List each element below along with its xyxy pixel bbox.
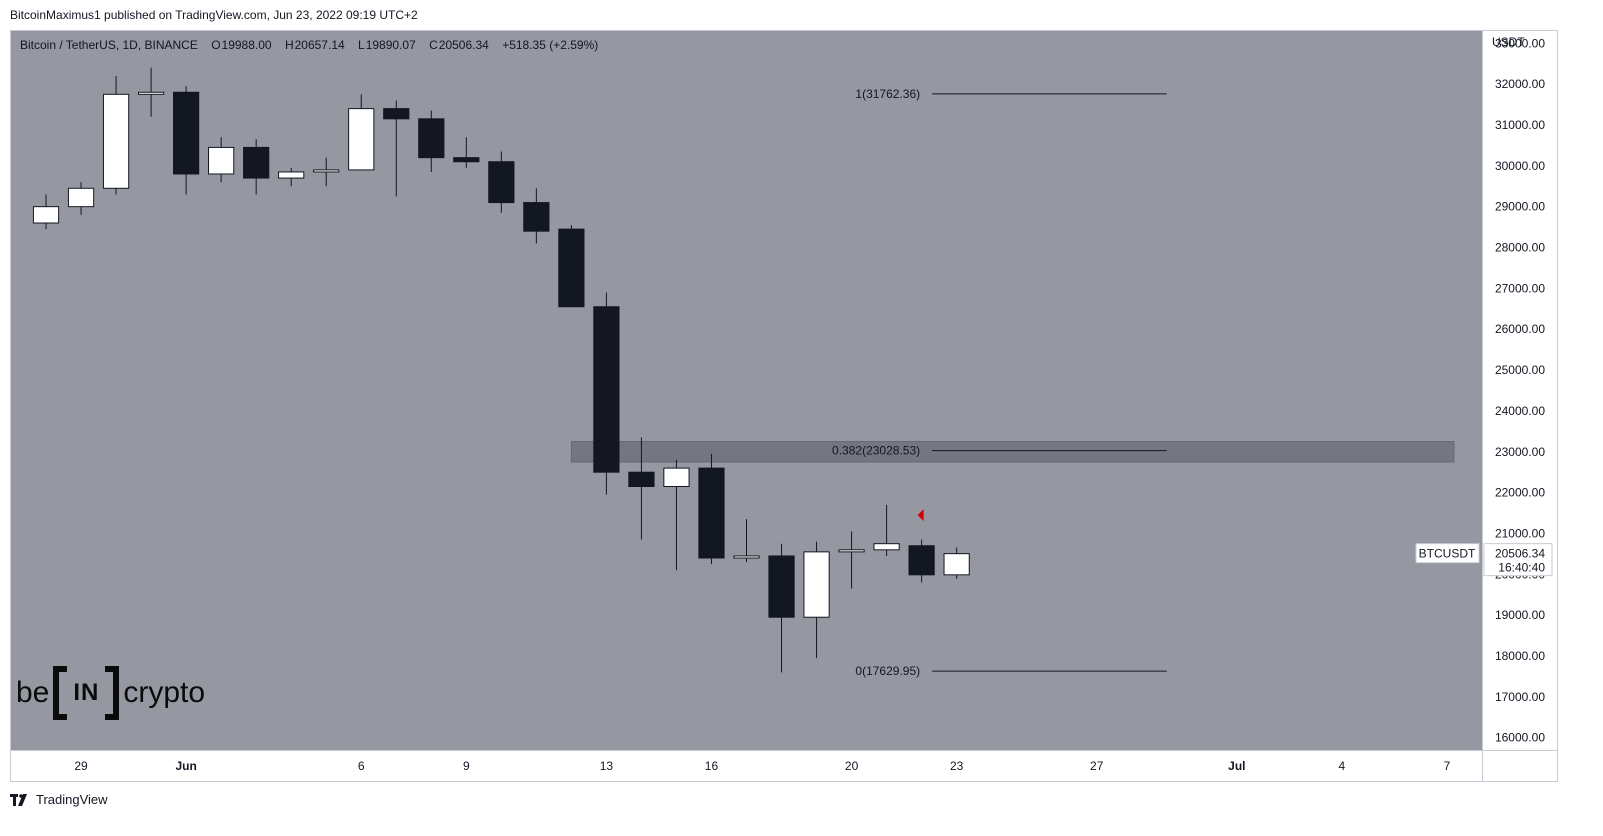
bearish-candle (383, 108, 410, 120)
fib-level-label: 0.382(23028.53) (832, 444, 920, 458)
watermark-middle: IN (73, 679, 100, 706)
fib-level-label: 0(17629.95) (855, 664, 920, 678)
y-tick-label: 17000.00 (1495, 690, 1545, 704)
x-tick-label: 4 (1339, 759, 1346, 773)
low-value: 19890.07 (365, 38, 416, 52)
close-label: C (429, 38, 438, 52)
bearish-candle (908, 545, 935, 576)
x-tick-label: Jun (175, 759, 196, 773)
signal-marker (917, 509, 924, 522)
fib-level-label: 1(31762.36) (855, 87, 920, 101)
bearish-candle (173, 91, 200, 175)
ohlc-legend: Bitcoin / TetherUS, 1D, BINANCE O19988.0… (20, 38, 598, 52)
published-info: BitcoinMaximus1 published on TradingView… (10, 8, 418, 22)
tradingview-logo-icon (10, 793, 27, 806)
y-tick-label: 19000.00 (1495, 608, 1545, 622)
bullish-candle (733, 555, 760, 559)
high-label: H (284, 38, 294, 52)
bullish-candle (663, 467, 690, 488)
x-tick-label: 29 (74, 759, 88, 773)
bullish-candle (943, 553, 970, 576)
bearish-candle (523, 202, 550, 232)
becrypto-watermark: be IN crypto (16, 666, 205, 720)
resistance-zone (570, 441, 1455, 463)
bullish-candle (278, 171, 305, 179)
low-label: L (358, 38, 365, 52)
x-tick-label: 27 (1090, 759, 1104, 773)
x-tick-label: 7 (1444, 759, 1451, 773)
open-value: 19988.00 (221, 38, 272, 52)
x-tick-label: 20 (845, 759, 859, 773)
x-tick-label: 16 (705, 759, 719, 773)
bullish-candle (803, 551, 830, 618)
symbol-title: Bitcoin / TetherUS, 1D, BINANCE (20, 38, 198, 52)
bullish-candle (348, 108, 375, 171)
y-tick-label: 33000.00 (1495, 36, 1545, 50)
y-tick-label: 31000.00 (1495, 118, 1545, 132)
y-tick-label: 16000.00 (1495, 731, 1545, 745)
change-value: +518.35 (+2.59%) (502, 38, 599, 52)
y-tick-label: 23000.00 (1495, 445, 1545, 459)
footer-brand[interactable]: TradingView (10, 792, 108, 807)
y-tick-label: 32000.00 (1495, 77, 1545, 91)
last-price-label: 20506.34 (1495, 547, 1545, 561)
bullish-candle (137, 91, 165, 95)
bullish-candle (208, 146, 235, 175)
watermark-left: be (16, 676, 50, 709)
y-tick-label: 28000.00 (1495, 241, 1545, 255)
bearish-candle (698, 467, 725, 559)
high-value: 20657.14 (294, 38, 345, 52)
bearish-candle (453, 157, 480, 163)
y-tick-label: 22000.00 (1495, 486, 1545, 500)
bearish-candle (558, 228, 585, 308)
close-value: 20506.34 (438, 38, 489, 52)
bearish-candle (418, 118, 445, 159)
footer-brand-label: TradingView (36, 792, 108, 807)
symbol-label: BTCUSDT (1419, 547, 1476, 561)
bearish-candle (628, 471, 655, 488)
symbol-label-box (1415, 543, 1480, 564)
countdown-label: 16:40:40 (1498, 561, 1545, 575)
x-tick-label: 6 (358, 759, 365, 773)
chart-frame (10, 30, 1558, 782)
y-tick-label: 25000.00 (1495, 363, 1545, 377)
x-tick-label: 13 (600, 759, 614, 773)
bullish-candle (838, 549, 865, 553)
price-label-box (1483, 543, 1553, 577)
x-tick-label: 23 (950, 759, 964, 773)
watermark-right: crypto (123, 676, 206, 709)
bullish-candle (873, 543, 900, 551)
y-tick-label: 30000.00 (1495, 159, 1545, 173)
x-tick-label: Jul (1228, 759, 1245, 773)
bullish-candle (313, 169, 340, 173)
bullish-candle (67, 187, 95, 208)
y-tick-label: 18000.00 (1495, 649, 1545, 663)
y-tick-label: 27000.00 (1495, 281, 1545, 295)
bullish-candle (32, 206, 60, 224)
y-tick-label: 26000.00 (1495, 322, 1545, 336)
y-tick-label: 21000.00 (1495, 526, 1545, 540)
plot-background (11, 31, 1482, 750)
bearish-candle (488, 161, 515, 204)
bearish-candle (593, 306, 620, 473)
currency-label: USDT (1492, 35, 1525, 49)
y-tick-label: 29000.00 (1495, 200, 1545, 214)
y-tick-label: 24000.00 (1495, 404, 1545, 418)
x-tick-label: 9 (463, 759, 470, 773)
bullish-candle (102, 93, 130, 189)
bearish-candle (768, 555, 795, 618)
watermark-bracket: IN (53, 666, 120, 720)
open-label: O (211, 38, 221, 52)
bearish-candle (243, 146, 270, 179)
